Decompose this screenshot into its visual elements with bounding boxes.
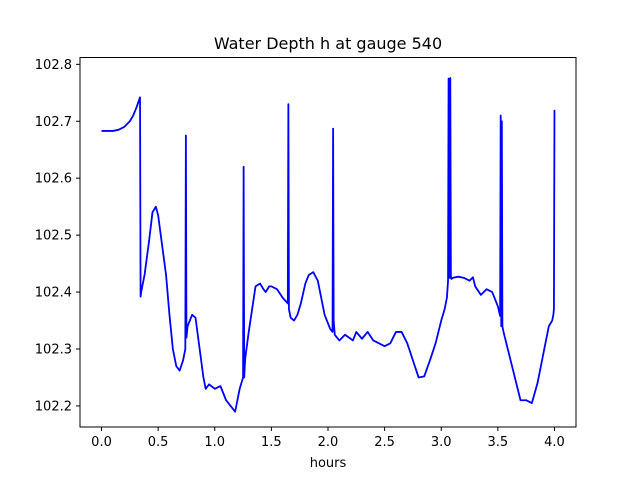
x-tick-label: 2.0 bbox=[318, 435, 339, 450]
y-axis: 102.2 102.3 102.4 102.5 102.6 102.7 102.8 bbox=[35, 58, 80, 414]
chart-title: Water Depth h at gauge 540 bbox=[214, 34, 442, 53]
y-tick-label: 102.6 bbox=[35, 172, 72, 187]
x-tick-label: 0.0 bbox=[91, 435, 112, 450]
water-depth-line bbox=[101, 77, 556, 413]
y-tick-label: 102.3 bbox=[35, 343, 72, 358]
y-tick-label: 102.5 bbox=[35, 229, 72, 244]
x-tick-label: 4.0 bbox=[544, 435, 565, 450]
x-tick-label: 3.5 bbox=[488, 435, 509, 450]
x-tick-label: 3.0 bbox=[431, 435, 452, 450]
x-axis-label: hours bbox=[310, 456, 347, 471]
x-axis: 0.0 0.5 1.0 1.5 2.0 2.5 3.0 3.5 4.0 bbox=[91, 427, 565, 450]
y-tick-label: 102.2 bbox=[35, 399, 72, 414]
y-tick-label: 102.7 bbox=[35, 115, 72, 130]
x-tick-label: 1.0 bbox=[204, 435, 225, 450]
plot-area bbox=[101, 77, 556, 413]
x-tick-label: 1.5 bbox=[261, 435, 282, 450]
x-tick-label: 0.5 bbox=[148, 435, 169, 450]
y-tick-label: 102.4 bbox=[35, 286, 72, 301]
x-tick-label: 2.5 bbox=[374, 435, 395, 450]
y-tick-label: 102.8 bbox=[35, 58, 72, 73]
